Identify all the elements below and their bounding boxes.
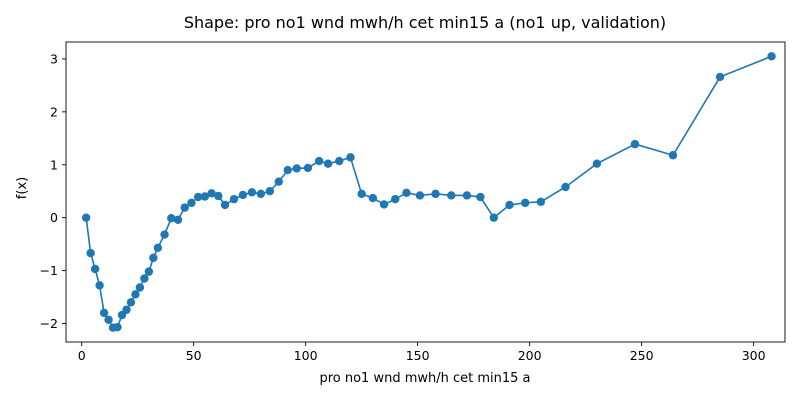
data-point [323,159,333,168]
x-tick-label: 150 [406,348,430,363]
x-axis: 0 50 100 150 200 250 300 [78,342,766,363]
data-point [346,153,355,162]
data-point [767,52,776,61]
data-point [536,197,546,206]
data-point [180,203,189,212]
series-line [85,55,772,329]
data-point [160,230,169,239]
y-tick-label: 1 [50,157,58,172]
data-point [122,305,131,314]
x-tick-label: 200 [518,348,542,363]
data-point [462,191,472,200]
data-point [144,267,154,276]
data-point [193,192,203,202]
y-tick-label: 3 [50,51,58,66]
data-point [447,191,456,200]
data-point [247,188,257,197]
x-tick-label: 100 [294,348,318,363]
data-point [265,187,275,196]
data-point [314,156,324,166]
y-tick-label: 2 [50,104,58,119]
data-point [357,189,366,199]
chart-title: Shape: pro no1 wnd mwh/h cet min15 a (no… [184,13,666,32]
y-axis-label: f(x) [15,177,30,199]
y-tick-label: 0 [50,210,58,225]
data-point [274,177,283,186]
data-point [476,192,485,202]
data-point [335,156,344,166]
data-point [229,194,239,204]
data-point [207,189,216,198]
data-point [200,192,210,201]
x-tick-label: 250 [630,348,654,363]
data-point [81,213,91,222]
data-point [505,200,514,210]
data-point [126,298,136,307]
x-tick-label: 0 [78,348,86,363]
x-tick-label: 50 [186,348,202,363]
data-point [153,243,163,253]
y-tick-label: −2 [40,316,58,331]
data-point [630,139,640,149]
data-point [379,200,389,209]
data-point [668,151,678,160]
series-layer [81,52,776,332]
data-point [167,213,176,223]
data-point [368,193,378,203]
data-point [303,163,313,173]
data-point [489,213,499,222]
y-axis: −2 −1 0 1 2 3 [40,51,66,331]
data-point [135,283,145,292]
plot-area [65,41,786,343]
data-point [292,164,301,173]
y-tick-label: −1 [40,263,58,278]
data-point [90,264,100,274]
x-axis-label: pro no1 wnd mwh/h cet min15 a [319,371,530,386]
data-point [715,72,725,82]
data-point [149,253,158,263]
plot-frame [65,41,786,343]
data-point [131,290,140,299]
data-point [220,200,230,210]
data-point [113,322,122,332]
data-point [561,182,570,192]
data-point [187,198,196,208]
data-point [402,188,411,197]
data-point [173,215,183,224]
data-point [104,315,113,324]
data-point [283,165,292,175]
data-point [99,308,109,318]
data-point [520,198,530,208]
data-point [256,189,266,199]
data-point [391,194,400,204]
data-point [86,248,95,258]
data-point [238,190,248,200]
data-point [214,191,223,201]
x-tick-label: 300 [742,348,766,363]
data-point [431,189,440,199]
data-point [415,191,425,200]
data-point [140,274,149,283]
data-point [95,281,104,290]
data-point [592,159,602,168]
